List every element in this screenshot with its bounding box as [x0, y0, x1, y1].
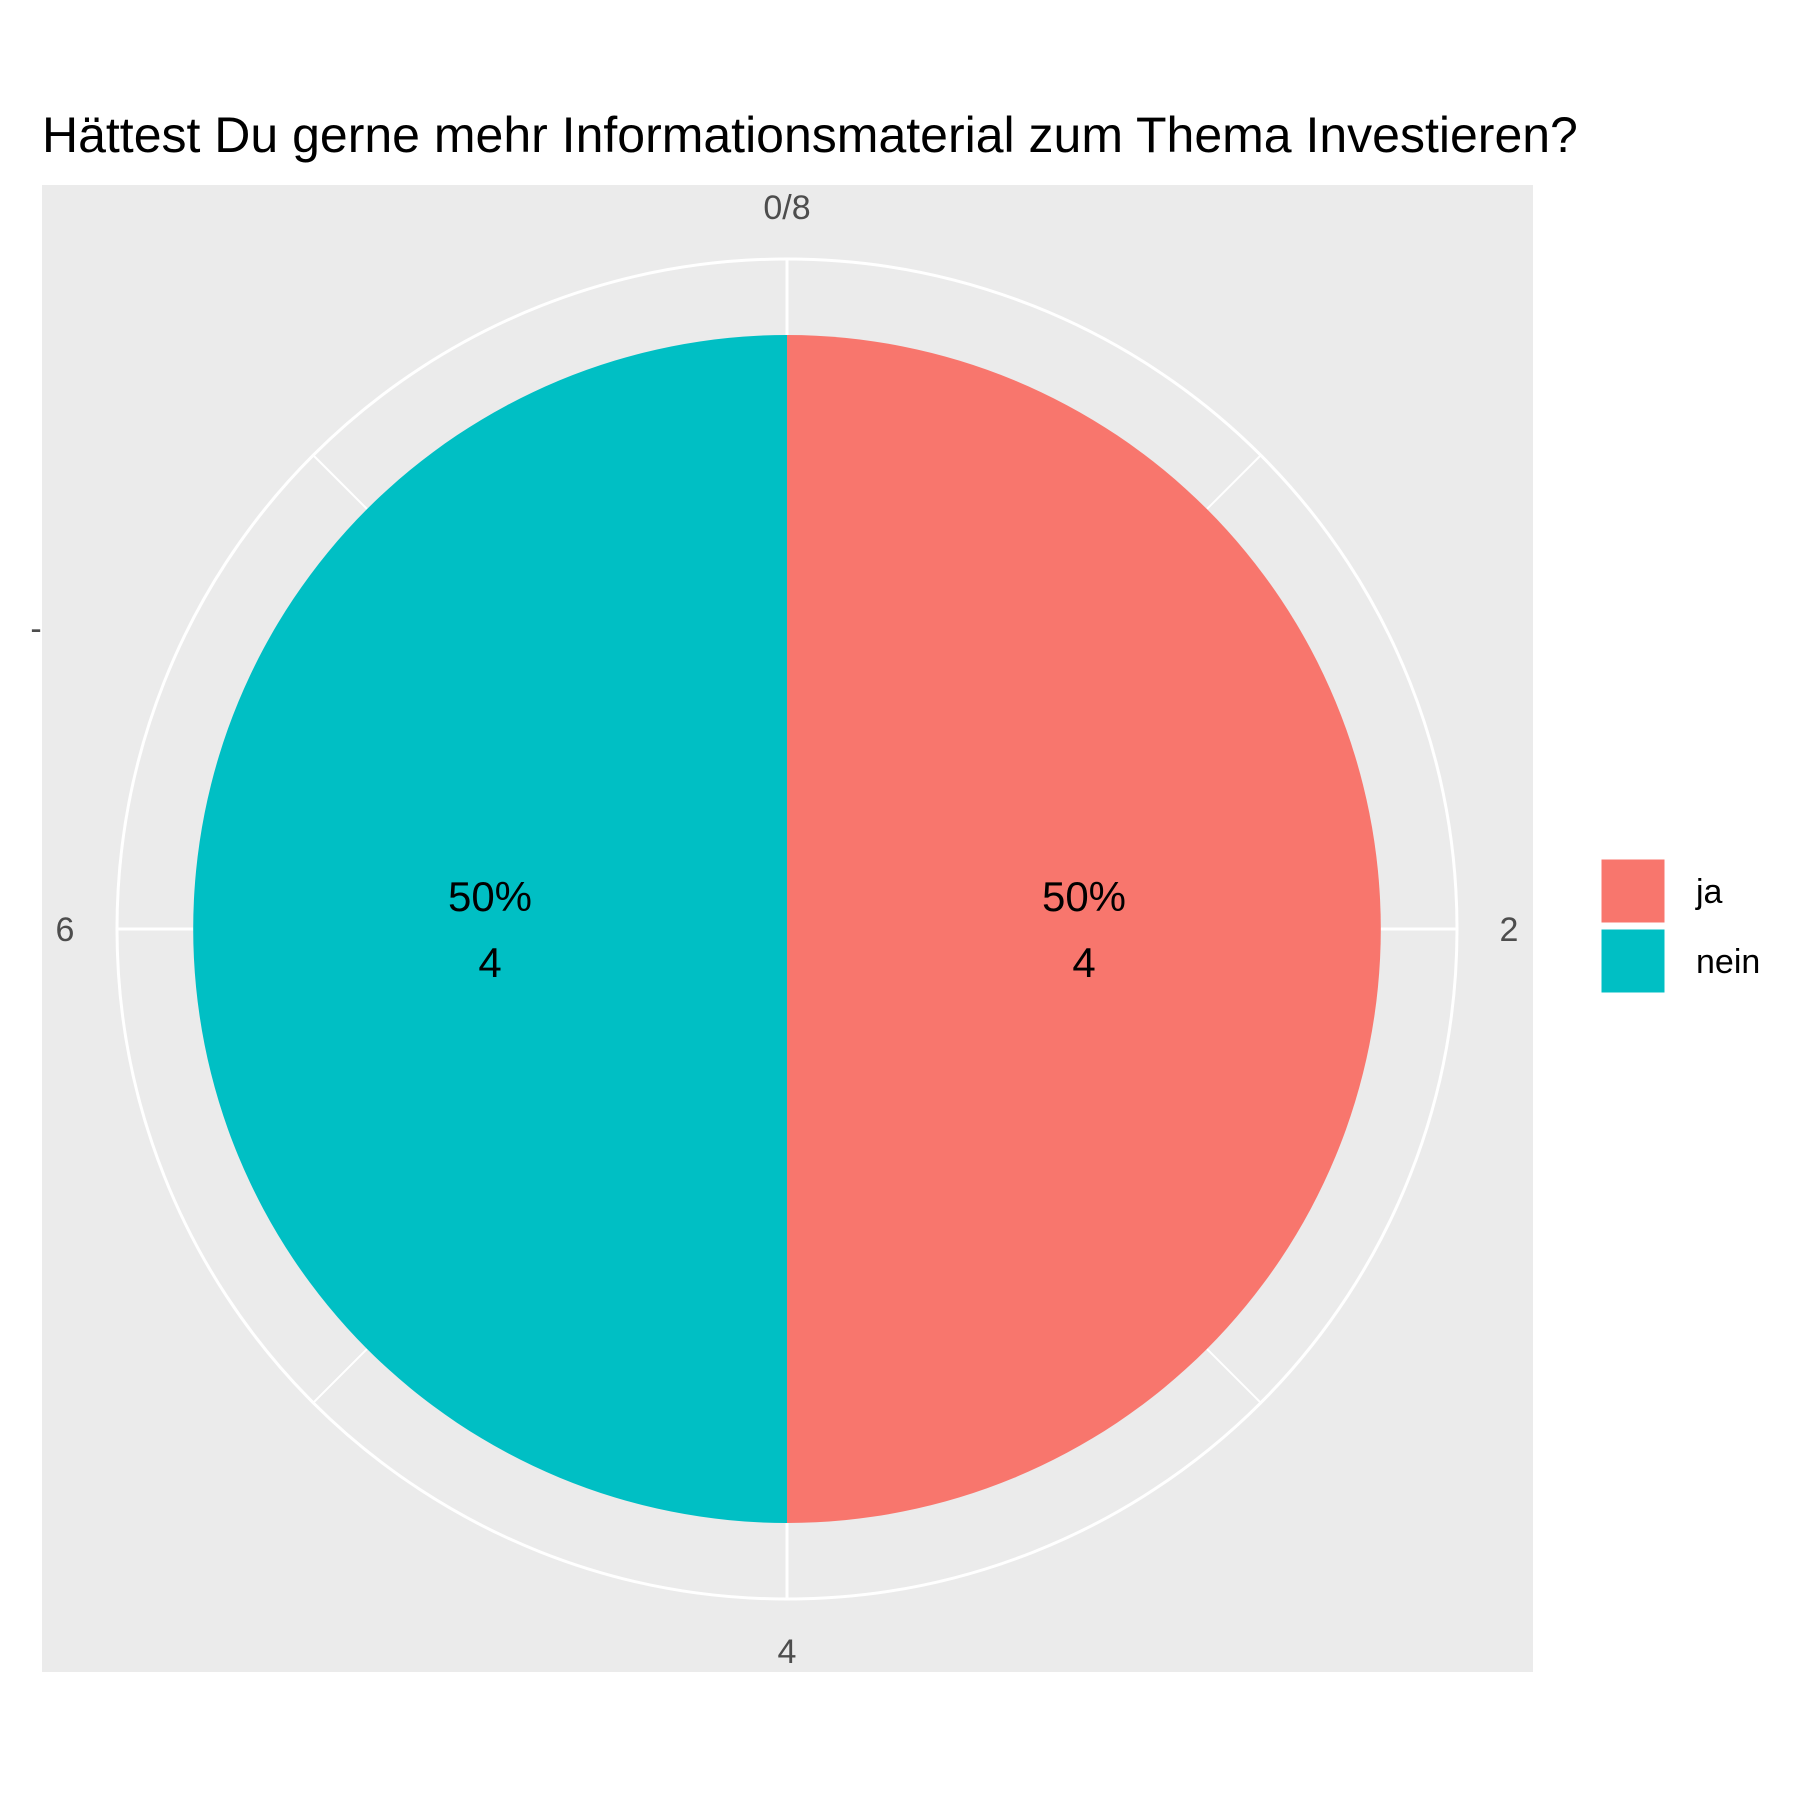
slice-percent-label: 50% [448, 873, 532, 920]
label-layer: 50% 4 50% 4 [448, 873, 1126, 986]
legend-label: nein [1696, 943, 1760, 981]
legend-key-nein [1598, 926, 1668, 996]
theta-tick-label: 0/8 [763, 189, 810, 227]
legend: ja nein [1598, 856, 1760, 996]
slice-layer [193, 335, 1381, 1523]
legend-label: ja [1695, 873, 1723, 911]
chart-title: Hättest Du gerne mehr Informationsmateri… [42, 107, 1578, 163]
theta-tick-label: 6 [56, 911, 75, 949]
axis-layer: 0/8 2 4 6 - [30, 189, 1518, 1671]
y-tick-label: - [30, 610, 41, 648]
theta-tick-label: 4 [778, 1633, 797, 1671]
slice-percent-label: 50% [1042, 873, 1126, 920]
slice-count-label: 4 [478, 939, 501, 986]
pie-slice-ja [787, 335, 1381, 1523]
legend-key-ja [1598, 856, 1668, 926]
slice-count-label: 4 [1072, 939, 1095, 986]
pie-slice-nein [193, 335, 788, 1523]
theta-tick-label: 2 [1500, 911, 1519, 949]
